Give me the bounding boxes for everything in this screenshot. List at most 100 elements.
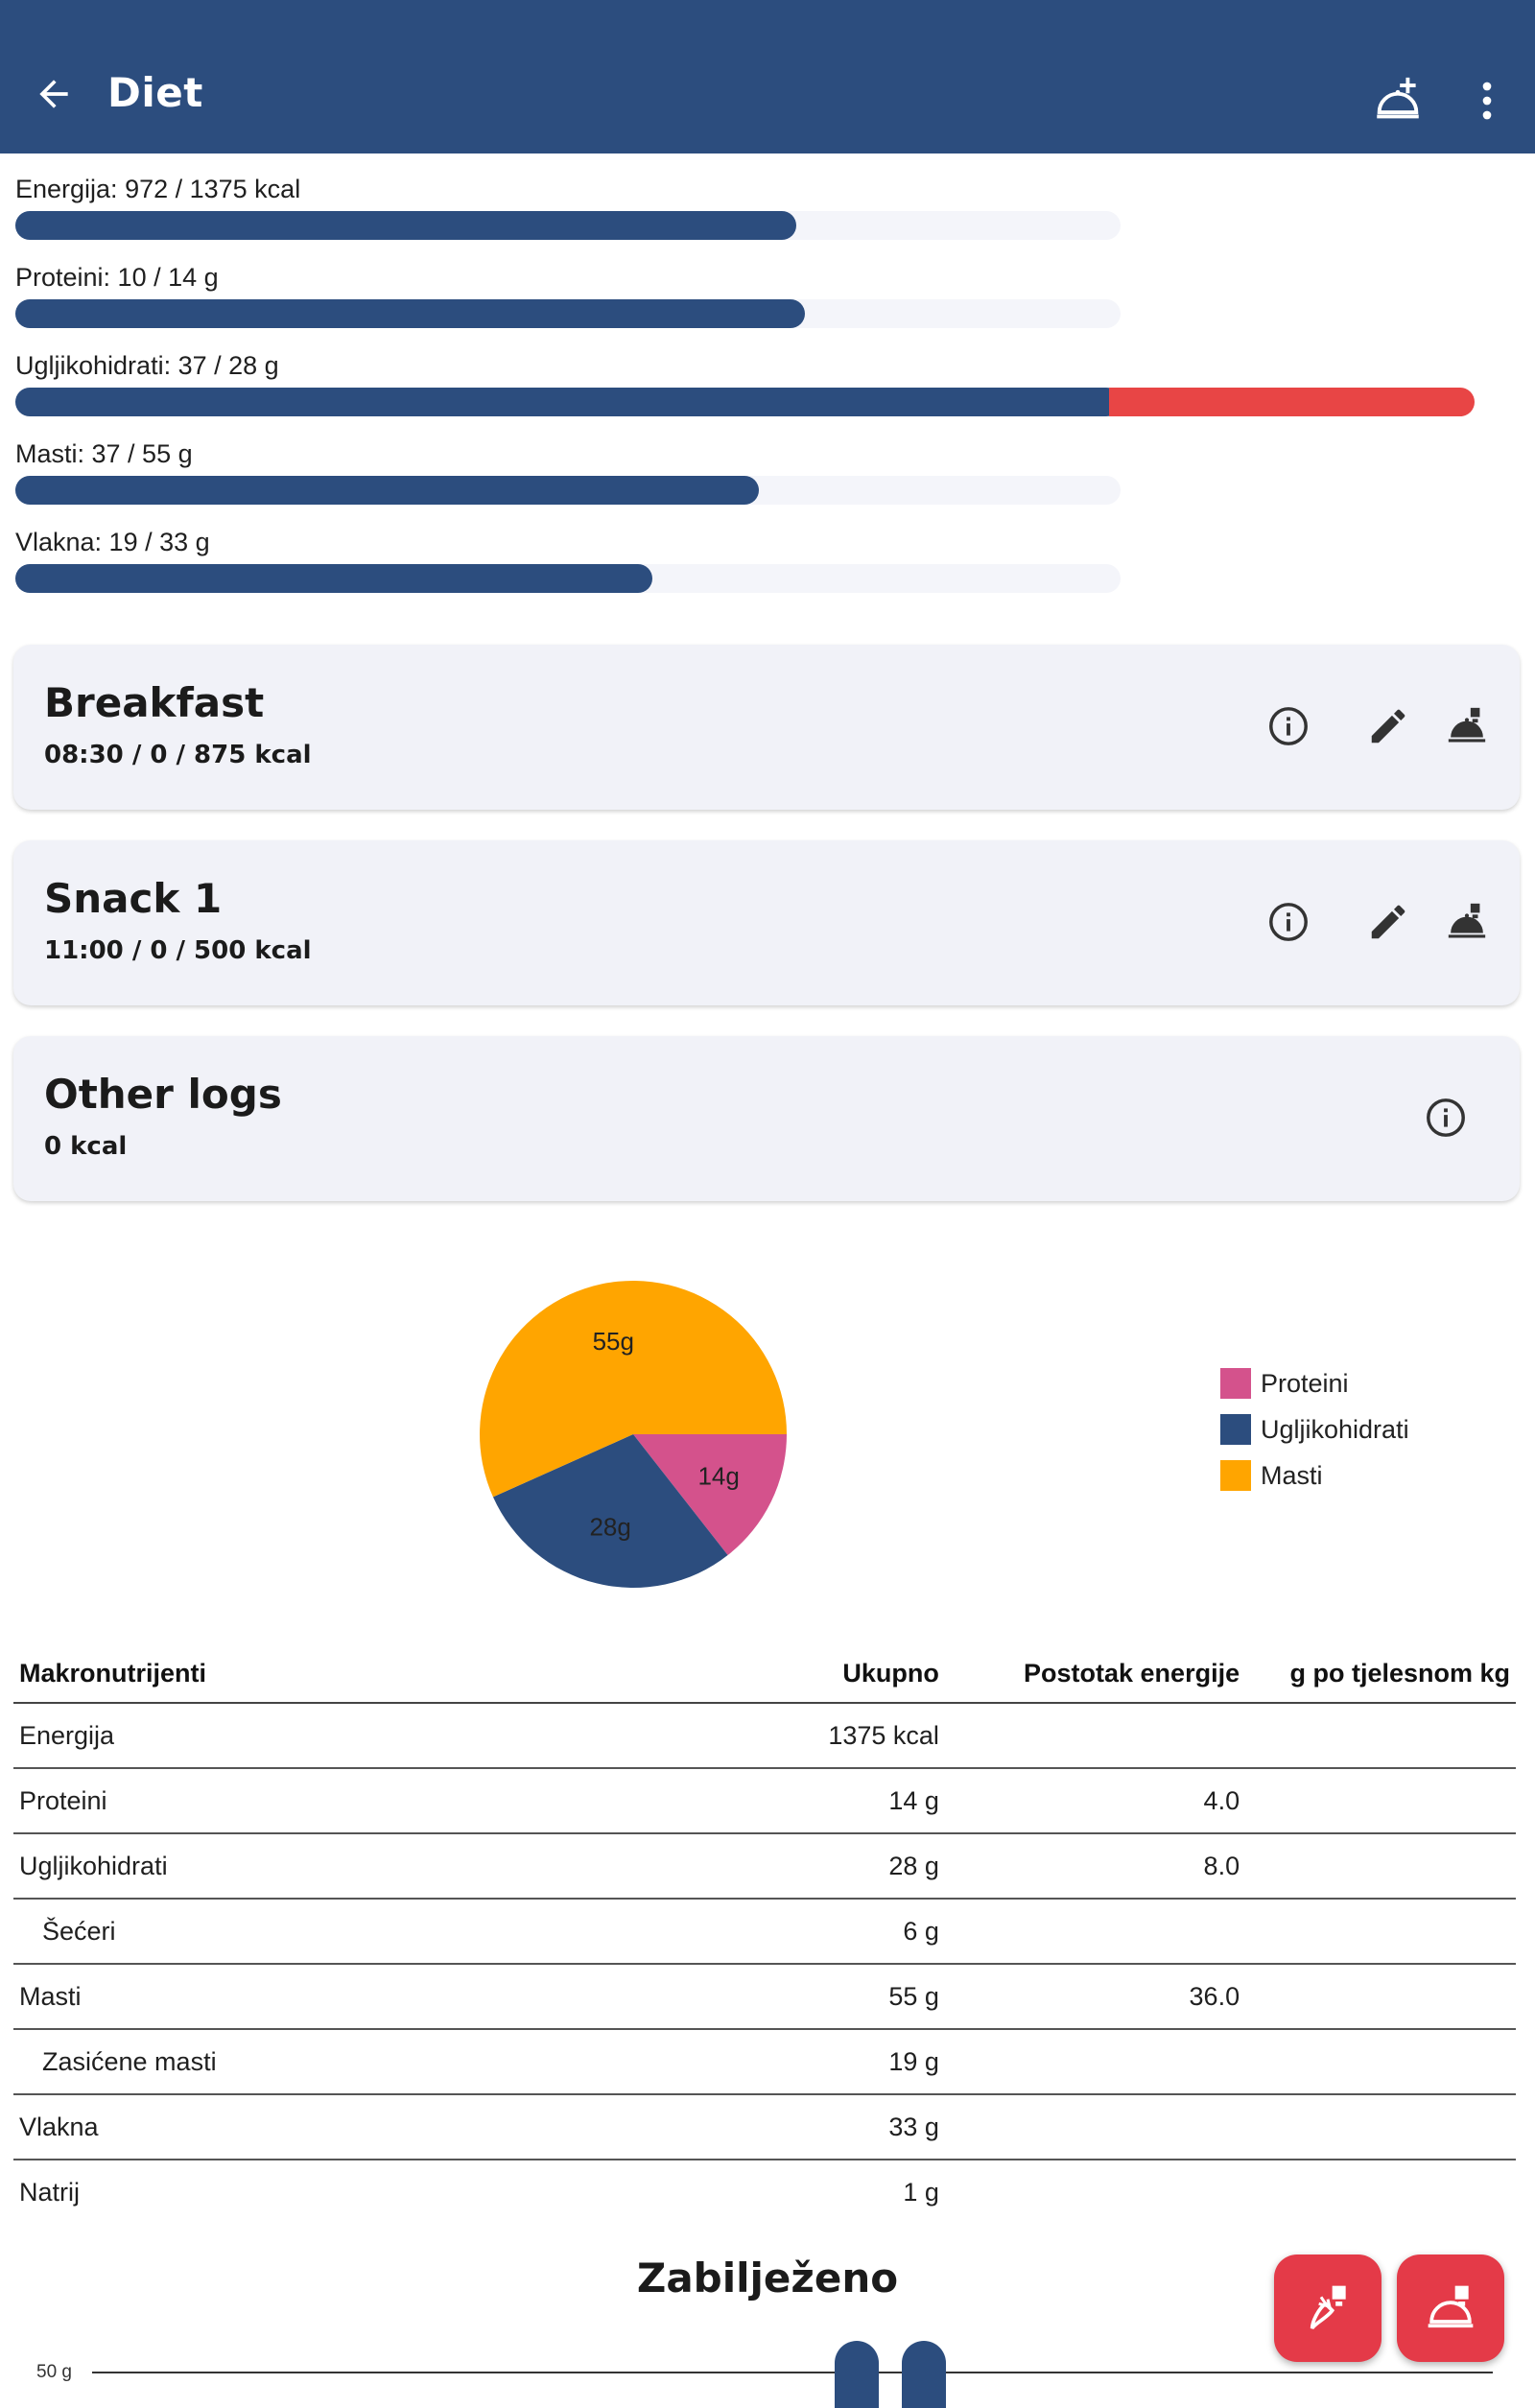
cell-percent: 36.0 <box>944 1964 1246 2030</box>
table-row: Zasićene masti 19 g <box>13 2029 1516 2095</box>
progress-over <box>1109 388 1475 416</box>
progress-track <box>15 476 1121 505</box>
cell-total: 55 g <box>704 1964 945 2030</box>
pie-slice-label: 28g <box>589 1512 630 1541</box>
more-vert-icon[interactable] <box>1468 77 1506 125</box>
column-header: Postotak energije <box>944 1644 1246 1704</box>
macro-pie-chart: 14g 28g 55g <box>480 1281 787 1588</box>
progress-track <box>15 388 1475 416</box>
progress-fill <box>15 299 805 328</box>
progress-track <box>15 299 1121 328</box>
logged-section-title: Zabilježeno <box>636 2255 899 2302</box>
cell-percent <box>944 1703 1246 1769</box>
meal-card-other-logs[interactable]: Other logs 0 kcal <box>13 1036 1520 1201</box>
meal-subtitle: 08:30 / 0 / 875 kcal <box>44 741 312 769</box>
progress-carbs: Ugljikohidrati: 37 / 28 g <box>15 349 1522 416</box>
meal-title: Snack 1 <box>44 875 223 922</box>
meal-title: Breakfast <box>44 679 265 726</box>
legend-item-protein: Proteini <box>1220 1360 1409 1406</box>
cell-percent <box>944 1899 1246 1965</box>
log-food-button[interactable] <box>1274 2255 1382 2362</box>
progress-label: Energija: 972 / 1375 kcal <box>15 175 301 203</box>
progress-protein: Proteini: 10 / 14 g <box>15 261 1522 328</box>
legend-label: Proteini <box>1261 1368 1349 1398</box>
table-row: Ugljikohidrati 28 g 8.0 <box>13 1833 1516 1900</box>
page-title: Diet <box>107 69 203 116</box>
info-icon[interactable] <box>1266 704 1311 748</box>
arrow-back-icon[interactable] <box>33 73 75 115</box>
logged-axis-label: 50 g <box>36 2362 72 2382</box>
cell-percent: 8.0 <box>944 1833 1246 1900</box>
table-row: Natrij 1 g <box>13 2160 1516 2224</box>
cell-perkg <box>1245 1833 1516 1900</box>
cell-name: Energija <box>13 1703 705 1769</box>
edit-icon[interactable] <box>1366 704 1410 748</box>
cell-name: Natrij <box>19 2177 81 2207</box>
cell-name: Proteini <box>13 1768 705 1834</box>
cell-total: 14 g <box>704 1768 945 1834</box>
macronutrient-table: Makronutrijenti Ukupno Postotak energije… <box>13 1644 1516 2224</box>
progress-fiber: Vlakna: 19 / 33 g <box>15 526 1522 593</box>
meal-subtitle: 0 kcal <box>44 1132 128 1161</box>
cell-total: 19 g <box>704 2029 945 2095</box>
cell-percent <box>944 2094 1246 2160</box>
meal-card-snack[interactable]: Snack 1 11:00 / 0 / 500 kcal <box>13 840 1520 1005</box>
cell-name: Šećeri <box>13 1899 705 1965</box>
legend-label: Masti <box>1261 1460 1323 1490</box>
progress-fill <box>15 388 1121 416</box>
cell-percent <box>944 2029 1246 2095</box>
meal-title: Other logs <box>44 1071 282 1118</box>
log-food-icon <box>1310 2285 1346 2330</box>
legend-swatch <box>1220 1460 1251 1491</box>
pie-slice-ugljikohidrati <box>492 1434 728 1588</box>
info-icon[interactable] <box>1266 900 1311 944</box>
progress-energy: Energija: 972 / 1375 kcal <box>15 173 1522 240</box>
progress-label: Ugljikohidrati: 37 / 28 g <box>15 351 279 380</box>
progress-label: Vlakna: 19 / 33 g <box>15 528 210 556</box>
cell-total: 6 g <box>704 1899 945 1965</box>
progress-label: Proteini: 10 / 14 g <box>15 263 219 292</box>
legend-swatch <box>1220 1414 1251 1445</box>
app-bar: Diet <box>0 0 1535 153</box>
table-row: Proteini 14 g 4.0 <box>13 1768 1516 1834</box>
table-row: Šećeri 6 g <box>13 1899 1516 1965</box>
cell-name: Ugljikohidrati <box>13 1833 705 1900</box>
cell-name: Vlakna <box>13 2094 705 2160</box>
legend-item-carbs: Ugljikohidrati <box>1220 1406 1409 1452</box>
log-meal-button[interactable] <box>1397 2255 1504 2362</box>
cell-total: 1 g <box>903 2177 939 2207</box>
pie-slice-proteini <box>633 1434 787 1556</box>
log-meal-icon[interactable] <box>1445 900 1489 944</box>
logged-axis-line <box>92 2372 1493 2373</box>
column-header: Makronutrijenti <box>13 1644 705 1704</box>
progress-fill <box>15 211 796 240</box>
add-meal-icon[interactable] <box>1370 73 1426 129</box>
cell-perkg <box>1245 1703 1516 1769</box>
progress-fat: Masti: 37 / 55 g <box>15 437 1522 505</box>
meal-subtitle: 11:00 / 0 / 500 kcal <box>44 936 312 965</box>
cell-name: Masti <box>13 1964 705 2030</box>
info-icon[interactable] <box>1424 1096 1468 1140</box>
pie-slice-label: 14g <box>697 1461 739 1490</box>
cell-perkg <box>1245 1899 1516 1965</box>
progress-track <box>15 211 1121 240</box>
cell-perkg <box>1245 2029 1516 2095</box>
table-row: Energija 1375 kcal <box>13 1703 1516 1769</box>
cell-percent <box>945 2160 1245 2224</box>
log-meal-icon <box>1428 2285 1474 2328</box>
legend-swatch <box>1220 1368 1251 1399</box>
pie-legend: Proteini Ugljikohidrati Masti <box>1220 1360 1409 1499</box>
cell-perkg <box>1245 1964 1516 2030</box>
column-header: Ukupno <box>704 1644 945 1704</box>
pie-slice-masti <box>480 1281 787 1498</box>
table-row: Vlakna 33 g <box>13 2094 1516 2160</box>
cell-name: Zasićene masti <box>13 2029 705 2095</box>
cell-perkg <box>1245 2160 1516 2224</box>
legend-label: Ugljikohidrati <box>1261 1414 1409 1444</box>
logged-bar <box>835 2341 879 2408</box>
log-meal-icon[interactable] <box>1445 704 1489 748</box>
progress-label: Masti: 37 / 55 g <box>15 439 193 468</box>
meal-card-breakfast[interactable]: Breakfast 08:30 / 0 / 875 kcal <box>13 645 1520 810</box>
cell-perkg <box>1245 1768 1516 1834</box>
edit-icon[interactable] <box>1366 900 1410 944</box>
